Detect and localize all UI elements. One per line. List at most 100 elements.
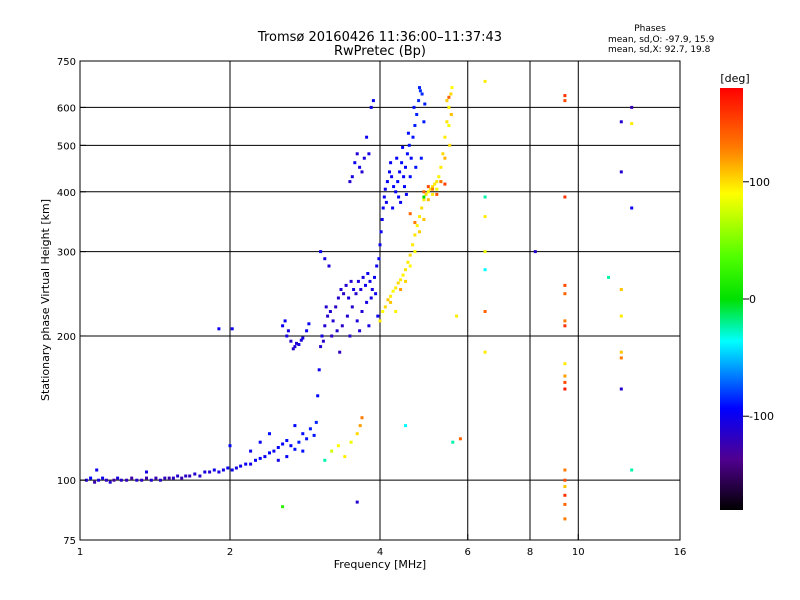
data-point — [563, 195, 567, 199]
data-point — [145, 470, 148, 474]
data-point — [483, 79, 487, 83]
data-point — [445, 99, 449, 103]
data-point — [563, 493, 567, 497]
stats-x-mode: mean, sd,X: 92.7, 19.8 — [608, 45, 711, 55]
data-point — [84, 478, 88, 482]
data-point — [450, 86, 454, 90]
data-point — [365, 300, 369, 304]
data-point — [448, 143, 452, 147]
data-point — [297, 440, 301, 444]
data-point — [391, 206, 395, 210]
data-point — [408, 264, 412, 268]
data-point — [391, 289, 395, 293]
data-point — [125, 478, 129, 482]
data-point — [563, 517, 567, 521]
data-point — [340, 324, 344, 328]
data-point — [348, 334, 352, 338]
data-point — [276, 446, 280, 449]
data-point — [95, 468, 99, 472]
data-point — [101, 476, 105, 480]
data-point — [413, 250, 417, 254]
data-point — [394, 190, 398, 194]
data-point — [364, 283, 367, 287]
data-point — [301, 449, 305, 453]
data-point — [422, 120, 426, 124]
data-point — [406, 131, 410, 135]
data-point — [289, 339, 293, 343]
data-point — [348, 180, 352, 184]
data-point — [385, 180, 389, 184]
data-point — [431, 192, 435, 196]
data-point — [330, 334, 334, 338]
data-point — [320, 334, 324, 338]
data-point — [420, 92, 424, 96]
data-point — [408, 253, 412, 257]
data-point — [316, 394, 320, 398]
data-point — [307, 322, 311, 326]
data-point — [281, 442, 285, 446]
data-point — [112, 478, 116, 482]
data-point — [171, 476, 175, 480]
stats-heading: Phases — [634, 24, 666, 34]
data-point — [374, 292, 378, 296]
colorbar-tick-label: 0 — [749, 293, 756, 306]
data-point — [336, 296, 340, 300]
data-point — [367, 152, 371, 156]
data-point — [299, 338, 303, 342]
data-point — [420, 206, 424, 210]
data-point — [360, 416, 364, 420]
data-point — [263, 455, 267, 459]
chart-subtitle: RwPretec (Bp) — [334, 44, 426, 59]
colorbar-tick-label: 100 — [749, 176, 770, 189]
data-point — [244, 462, 248, 466]
colorbar-label: [deg] — [720, 72, 749, 85]
data-point — [408, 212, 412, 216]
data-point — [254, 458, 257, 462]
data-point — [455, 314, 459, 318]
data-point — [439, 180, 443, 184]
data-point — [403, 185, 406, 189]
data-point — [412, 105, 416, 109]
data-point — [367, 324, 371, 328]
data-point — [378, 243, 382, 247]
data-point — [281, 324, 285, 328]
data-point — [563, 99, 567, 103]
data-point — [285, 334, 289, 338]
data-point — [360, 170, 364, 174]
data-point — [404, 279, 407, 283]
data-point — [394, 286, 398, 290]
data-point — [389, 294, 393, 298]
data-point — [435, 192, 439, 196]
data-point — [483, 195, 487, 199]
data-point — [381, 310, 385, 313]
data-point — [380, 218, 384, 221]
data-point — [212, 468, 216, 472]
data-point — [335, 329, 339, 333]
data-point — [97, 478, 101, 482]
data-point — [392, 185, 396, 189]
y-tick-label: 400 — [57, 188, 76, 199]
colorbar-gradient — [720, 88, 743, 510]
data-point — [347, 296, 351, 300]
data-point — [433, 182, 437, 186]
grid-lines — [80, 61, 680, 540]
data-point — [414, 165, 418, 169]
x-tick-label: 10 — [572, 547, 585, 558]
data-point — [426, 185, 430, 189]
data-point — [563, 362, 567, 366]
data-point — [305, 437, 309, 441]
data-point — [167, 476, 171, 480]
data-point — [327, 264, 331, 268]
data-point — [285, 455, 289, 459]
data-point — [383, 187, 387, 191]
data-point — [89, 476, 93, 480]
data-point — [323, 458, 327, 462]
data-point — [140, 478, 144, 482]
data-point — [293, 447, 297, 451]
data-point — [630, 468, 634, 472]
data-point — [293, 424, 297, 428]
data-point — [426, 190, 430, 194]
data-point — [418, 230, 421, 234]
data-point — [317, 368, 321, 372]
data-point — [630, 105, 634, 109]
